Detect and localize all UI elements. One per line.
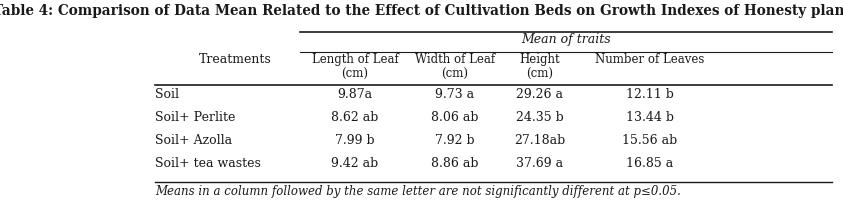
Text: 8.06 ab: 8.06 ab xyxy=(432,111,479,124)
Text: 24.35 b: 24.35 b xyxy=(516,111,564,124)
Text: Soil+ tea wastes: Soil+ tea wastes xyxy=(155,157,260,170)
Text: 29.26 a: 29.26 a xyxy=(517,88,563,101)
Text: 8.62 ab: 8.62 ab xyxy=(331,111,379,124)
Text: Table 4: Comparison of Data Mean Related to the Effect of Cultivation Beds on Gr: Table 4: Comparison of Data Mean Related… xyxy=(0,4,843,18)
Text: 12.11 b: 12.11 b xyxy=(626,88,674,101)
Text: Soil+ Perlite: Soil+ Perlite xyxy=(155,111,235,124)
Text: 7.92 b: 7.92 b xyxy=(435,134,475,147)
Text: Mean of traits: Mean of traits xyxy=(521,33,611,46)
Text: 8.86 ab: 8.86 ab xyxy=(432,157,479,170)
Text: (cm): (cm) xyxy=(527,68,554,81)
Text: Means in a column followed by the same letter are not significantly different at: Means in a column followed by the same l… xyxy=(155,185,681,198)
Text: 9.42 ab: 9.42 ab xyxy=(331,157,379,170)
Text: 13.44 b: 13.44 b xyxy=(626,111,674,124)
Text: Treatments: Treatments xyxy=(199,53,271,66)
Text: Height: Height xyxy=(519,53,561,66)
Text: 9.73 a: 9.73 a xyxy=(436,88,475,101)
Text: Width of Leaf: Width of Leaf xyxy=(415,53,495,66)
Text: (cm): (cm) xyxy=(341,68,368,81)
Text: 9.87a: 9.87a xyxy=(337,88,373,101)
Text: (cm): (cm) xyxy=(442,68,469,81)
Text: 37.69 a: 37.69 a xyxy=(517,157,564,170)
Text: Number of Leaves: Number of Leaves xyxy=(595,53,705,66)
Text: 7.99 b: 7.99 b xyxy=(336,134,375,147)
Text: Soil: Soil xyxy=(155,88,179,101)
Text: 15.56 ab: 15.56 ab xyxy=(622,134,678,147)
Text: Soil+ Azolla: Soil+ Azolla xyxy=(155,134,232,147)
Text: Length of Leaf: Length of Leaf xyxy=(312,53,399,66)
Text: 16.85 a: 16.85 a xyxy=(626,157,674,170)
Text: 27.18ab: 27.18ab xyxy=(514,134,566,147)
